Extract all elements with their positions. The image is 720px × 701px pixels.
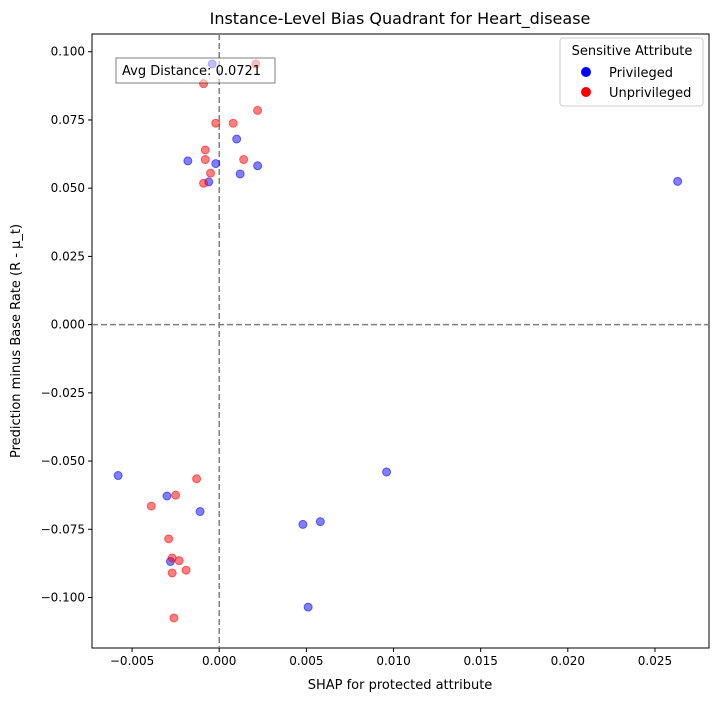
x-axis-label: SHAP for protected attribute [308, 678, 493, 693]
point-unprivileged [167, 568, 177, 578]
x-tick-label: 0.000 [202, 654, 236, 668]
x-tick-label: −0.005 [110, 654, 154, 668]
point-unprivileged [211, 118, 221, 128]
data-points [113, 59, 683, 623]
x-tick-label: 0.015 [463, 654, 497, 668]
point-privileged [235, 169, 245, 179]
point-privileged [113, 471, 123, 481]
y-tick-label: 0.050 [51, 181, 85, 195]
point-privileged [232, 134, 242, 144]
annotation-frame [115, 57, 276, 84]
point-unprivileged [164, 534, 174, 544]
y-tick-label: −0.100 [41, 591, 85, 605]
point-unprivileged [174, 556, 184, 566]
legend-label-unprivileged: Unprivileged [609, 86, 691, 101]
legend-label-privileged: Privileged [609, 66, 673, 81]
point-unprivileged [200, 155, 210, 165]
point-privileged [253, 161, 263, 171]
y-tick-label: −0.025 [41, 386, 85, 400]
point-privileged [315, 517, 325, 527]
point-unprivileged [206, 168, 216, 178]
point-unprivileged [146, 501, 156, 511]
y-axis-ticks: 0.100 0.075 0.050 0.025 0.000 −0.025 −0.050 −0.… [41, 45, 92, 605]
point-unprivileged [171, 490, 181, 500]
x-tick-label: 0.010 [376, 654, 410, 668]
y-axis-label: Prediction minus Base Rate (R - μ_t) [9, 224, 24, 458]
point-privileged [298, 519, 308, 529]
x-tick-label: 0.005 [289, 654, 323, 668]
chart-title: Instance-Level Bias Quadrant for Heart_d… [210, 9, 591, 29]
point-privileged [162, 491, 172, 501]
point-unprivileged [169, 613, 179, 623]
point-unprivileged [181, 565, 191, 575]
y-tick-label: 0.025 [51, 249, 85, 263]
x-tick-label: 0.025 [638, 654, 672, 668]
legend: Sensitive Attribute Privileged Unprivile… [559, 37, 704, 107]
point-privileged [211, 159, 221, 169]
x-axis-ticks: −0.005 0.000 0.005 0.010 0.015 0.020 0.025 [110, 648, 672, 668]
legend-title: Sensitive Attribute [572, 44, 693, 59]
reference-lines [92, 34, 709, 648]
point-privileged [303, 602, 313, 612]
y-tick-label: 0.000 [51, 318, 85, 332]
y-tick-label: 0.100 [51, 45, 85, 59]
point-unprivileged [192, 474, 202, 484]
legend-marker-unprivileged [581, 87, 591, 97]
y-tick-label: −0.075 [41, 522, 85, 536]
point-unprivileged [228, 118, 238, 128]
point-privileged [382, 467, 392, 477]
point-unprivileged [253, 105, 263, 115]
point-privileged [183, 156, 193, 166]
point-unprivileged [239, 155, 249, 165]
legend-marker-privileged [581, 67, 591, 77]
y-tick-label: −0.050 [41, 454, 85, 468]
legend-frame [559, 37, 704, 107]
point-privileged [195, 507, 205, 517]
avg-distance-annotation: Avg Distance: 0.0721 [122, 64, 261, 79]
point-privileged [673, 176, 683, 186]
x-tick-label: 0.020 [551, 654, 585, 668]
point-unprivileged [199, 178, 209, 188]
point-unprivileged [200, 145, 210, 155]
plot-frame [91, 33, 710, 649]
annotation-box: Avg Distance: 0.0721 [115, 57, 276, 84]
y-tick-label: 0.075 [51, 113, 85, 127]
